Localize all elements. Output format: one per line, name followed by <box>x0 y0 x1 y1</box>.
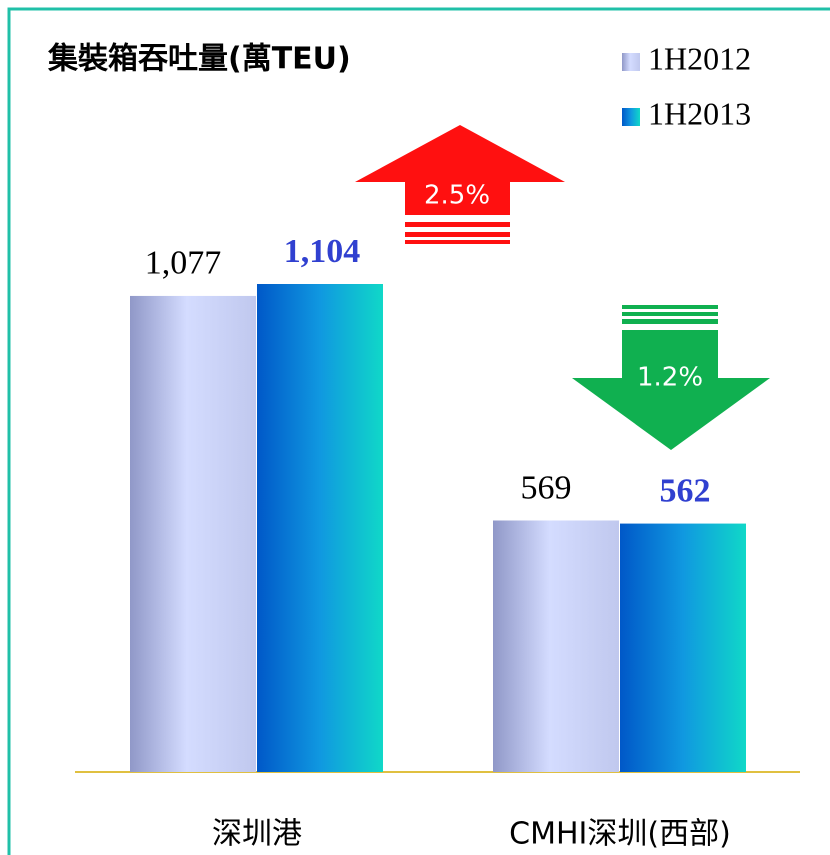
up-arrow <box>355 125 565 244</box>
legend-label: 1H2013 <box>648 95 751 131</box>
value-label: 569 <box>521 469 572 506</box>
bar <box>620 523 746 772</box>
bar <box>257 284 383 772</box>
legend-swatch <box>622 108 640 126</box>
bar <box>130 295 256 772</box>
value-label: 1,104 <box>284 233 361 270</box>
chart-title: 集裝箱吞吐量(萬TEU) <box>47 42 351 77</box>
legend-label: 1H2012 <box>648 40 751 76</box>
legend-swatch <box>622 53 640 71</box>
annotation: 1.2% <box>637 363 703 393</box>
frame <box>7 7 830 855</box>
value-label: 1,077 <box>145 245 222 282</box>
x-tick-label: CMHI深圳(西部) <box>509 817 731 852</box>
bar <box>493 520 619 772</box>
annotation: 2.5% <box>424 181 490 211</box>
down-arrow <box>572 305 770 450</box>
value-label: 562 <box>660 472 711 509</box>
x-tick-label: 深圳港 <box>212 817 302 852</box>
